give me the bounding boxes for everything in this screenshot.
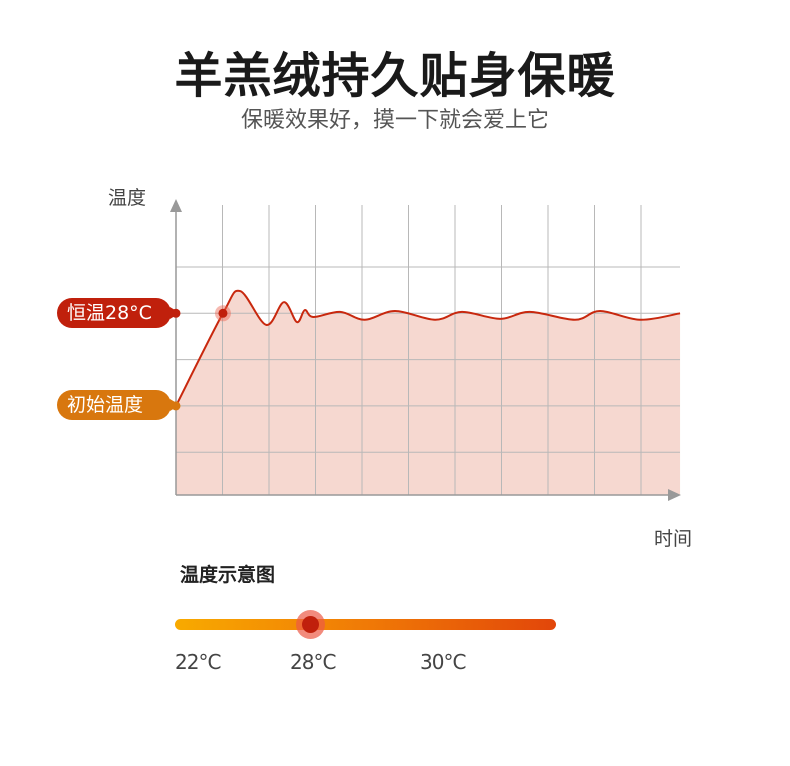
constant-temp-tag: 恒温28°C (57, 298, 180, 328)
reach-point (218, 308, 228, 318)
legend-title: 温度示意图 (180, 564, 276, 586)
initial-temp-tag: 初始温度 (57, 390, 180, 420)
page-subtitle: 保暖效果好，摸一下就会爱上它 (240, 108, 549, 133)
y-axis-arrow-icon (170, 199, 182, 212)
temperature-knob (302, 616, 319, 633)
scale-label-30: 30°C (420, 650, 466, 674)
temperature-gradient-bar (175, 619, 556, 630)
temperature-curve (175, 289, 681, 407)
y-axis-label: 温度 (108, 187, 147, 209)
page-title: 羊羔绒持久贴身保暖 (174, 48, 616, 104)
scale-label-28: 28°C (290, 650, 336, 674)
scale-label-22: 22°C (175, 650, 221, 674)
x-axis-arrow-icon (668, 489, 681, 501)
x-axis-label: 时间 (654, 528, 693, 550)
area-fill (176, 290, 681, 495)
temperature-chart (170, 199, 681, 501)
